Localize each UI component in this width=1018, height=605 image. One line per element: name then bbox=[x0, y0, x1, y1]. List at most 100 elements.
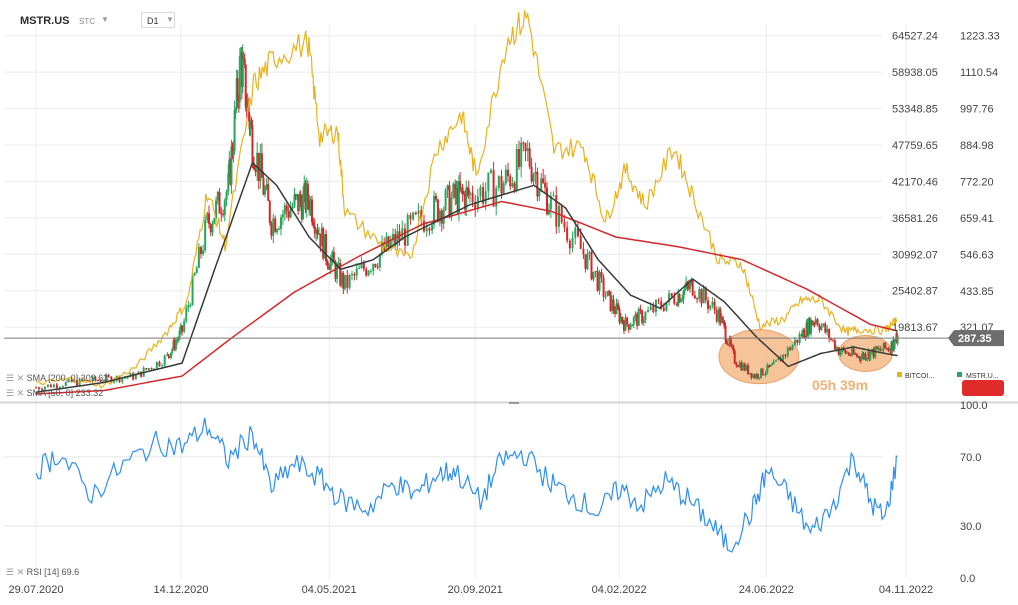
candle-body bbox=[642, 319, 645, 323]
candle-timer: 05h 39m bbox=[812, 377, 868, 393]
candle-body bbox=[140, 371, 143, 377]
chevron-down-icon[interactable]: ▼ bbox=[101, 15, 109, 24]
candle-body bbox=[249, 123, 252, 130]
candle-body bbox=[300, 202, 303, 220]
candle-body bbox=[729, 338, 732, 346]
candle-body bbox=[479, 187, 482, 197]
settings-icon[interactable]: ☰ bbox=[6, 373, 15, 383]
candle-body bbox=[35, 387, 37, 389]
candle-body bbox=[189, 304, 192, 306]
rsi-legend-text: RSI [14] 69.6 bbox=[26, 567, 80, 577]
chart-type-selector[interactable]: STC bbox=[79, 17, 95, 26]
candle-body bbox=[851, 348, 854, 356]
candle-body bbox=[831, 339, 834, 341]
candle-body bbox=[511, 183, 514, 187]
candle-body bbox=[61, 386, 64, 388]
candle-body bbox=[728, 338, 731, 346]
candle-body bbox=[434, 195, 437, 200]
candle-body bbox=[668, 293, 671, 303]
candle-body bbox=[704, 288, 707, 301]
timeframe-selector[interactable]: D1 ▼ bbox=[141, 12, 175, 28]
candle-body bbox=[822, 323, 825, 326]
candle-body bbox=[409, 215, 412, 220]
settings-icon[interactable]: ☰ bbox=[6, 388, 15, 398]
candle-body bbox=[233, 109, 236, 151]
symbol-title[interactable]: MSTR.US bbox=[20, 15, 70, 27]
candle-body bbox=[385, 236, 388, 251]
candle-body bbox=[769, 364, 772, 367]
candle-body bbox=[820, 325, 823, 330]
candle-body bbox=[534, 171, 537, 175]
close-icon[interactable]: ✕ bbox=[16, 567, 25, 577]
candle-body bbox=[158, 361, 161, 366]
candle-body bbox=[450, 197, 453, 218]
candle-body bbox=[547, 209, 550, 215]
candle-body bbox=[816, 319, 819, 326]
candle-body bbox=[326, 260, 329, 267]
sma200-legend[interactable]: ☰ ✕ SMA [200, 0] 309.63 bbox=[6, 373, 108, 384]
candle-body bbox=[40, 388, 43, 390]
candle-body bbox=[37, 387, 40, 389]
candle-body bbox=[96, 380, 99, 382]
candle-body bbox=[675, 303, 678, 306]
candle-body bbox=[67, 379, 70, 383]
candle-body bbox=[814, 319, 817, 324]
candle-body bbox=[614, 310, 617, 314]
candle-body bbox=[594, 270, 597, 272]
candle-body bbox=[113, 380, 116, 383]
candle-body bbox=[306, 184, 309, 202]
right-axis-tick-label: 1223.33 bbox=[960, 31, 1000, 43]
candle-body bbox=[891, 341, 894, 351]
candle-body bbox=[860, 356, 863, 361]
candle-body bbox=[689, 282, 692, 289]
pane-resize-handle bbox=[509, 402, 519, 404]
candle-body bbox=[467, 188, 470, 196]
right-axis-tick-label: 433.85 bbox=[960, 286, 994, 298]
candle-body bbox=[241, 58, 244, 87]
candle-body bbox=[789, 347, 792, 351]
bitcoin-line bbox=[35, 10, 898, 389]
close-icon[interactable]: ✕ bbox=[16, 388, 25, 398]
candle-body bbox=[153, 368, 156, 370]
candle-body bbox=[745, 365, 748, 371]
candle-body bbox=[208, 213, 211, 224]
candle-body bbox=[177, 338, 180, 341]
sma200-legend-text: SMA [200, 0] 309.63 bbox=[26, 373, 109, 383]
candle-body bbox=[509, 176, 512, 187]
candle-body bbox=[227, 173, 230, 192]
sma50-legend[interactable]: ☰ ✕ SMA [50, 0] 233.32 bbox=[6, 388, 103, 399]
settings-icon[interactable]: ☰ bbox=[6, 567, 15, 577]
candle-body bbox=[693, 295, 696, 299]
candle-body bbox=[524, 143, 527, 152]
candle-body bbox=[858, 356, 861, 360]
candle-body bbox=[455, 188, 458, 198]
candle-body bbox=[702, 288, 705, 304]
candle-body bbox=[431, 224, 434, 231]
candle-body bbox=[777, 357, 780, 361]
candle-body bbox=[522, 142, 525, 144]
candle-body bbox=[515, 148, 518, 191]
candle-body bbox=[735, 363, 738, 366]
close-icon[interactable]: ✕ bbox=[16, 373, 25, 383]
candle-body bbox=[805, 322, 808, 338]
candle-body bbox=[771, 364, 774, 366]
candle-body bbox=[690, 280, 693, 283]
candle-body bbox=[893, 342, 896, 350]
candle-body bbox=[725, 341, 728, 345]
candle-body bbox=[234, 108, 237, 110]
candle-body bbox=[464, 193, 467, 210]
candle-body bbox=[145, 368, 148, 370]
candle-body bbox=[376, 266, 379, 268]
candle-body bbox=[679, 299, 682, 303]
rsi-legend[interactable]: ☰ ✕ RSI [14] 69.6 bbox=[6, 567, 79, 578]
candle-body bbox=[425, 228, 428, 232]
candle-body bbox=[367, 270, 370, 276]
candle-body bbox=[110, 376, 113, 383]
candle-body bbox=[137, 371, 140, 375]
candle-body bbox=[885, 348, 888, 350]
candle-body bbox=[612, 299, 615, 311]
candle-body bbox=[568, 240, 571, 249]
candle-body bbox=[163, 355, 166, 366]
candle-body bbox=[213, 218, 216, 224]
